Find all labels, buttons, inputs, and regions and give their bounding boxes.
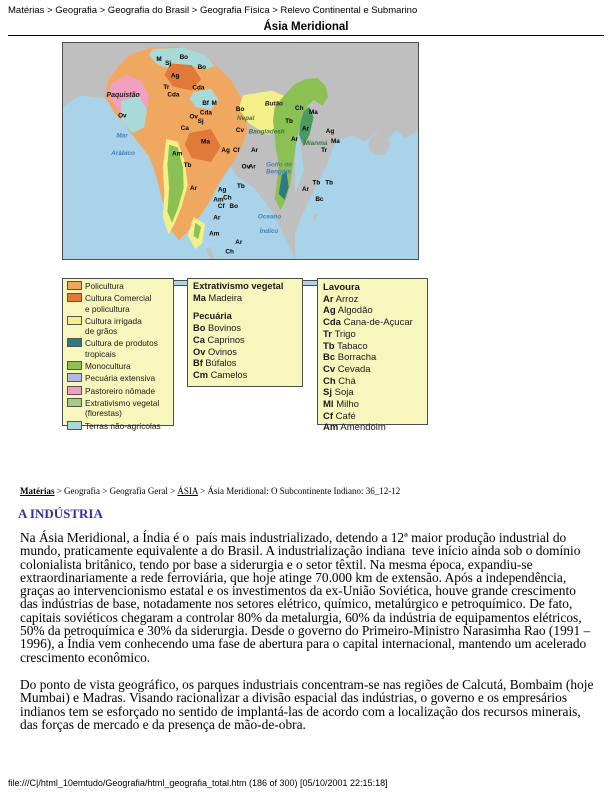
svg-text:Cv: Cv bbox=[236, 127, 245, 134]
svg-text:Bengala: Bengala bbox=[266, 169, 291, 176]
svg-text:Bo: Bo bbox=[180, 54, 189, 61]
svg-text:Paquistão: Paquistão bbox=[107, 92, 141, 99]
svg-text:Bc: Bc bbox=[315, 196, 324, 203]
svg-text:Arábico: Arábico bbox=[110, 150, 135, 157]
svg-text:Tb: Tb bbox=[237, 183, 245, 190]
svg-text:Ch: Ch bbox=[225, 249, 234, 256]
svg-text:Tb: Tb bbox=[285, 118, 293, 125]
svg-text:Ar: Ar bbox=[291, 136, 299, 143]
svg-text:Oceano: Oceano bbox=[258, 213, 281, 220]
svg-text:Ca: Ca bbox=[181, 125, 190, 132]
svg-text:Bo: Bo bbox=[229, 203, 238, 210]
svg-text:Cf: Cf bbox=[218, 203, 226, 210]
svg-text:Ag: Ag bbox=[218, 187, 227, 194]
svg-text:Tb: Tb bbox=[325, 180, 333, 187]
svg-text:Ov: Ov bbox=[118, 112, 127, 119]
svg-text:Ag: Ag bbox=[326, 128, 335, 135]
svg-text:Golfo de: Golfo de bbox=[266, 162, 292, 169]
svg-text:Am: Am bbox=[172, 151, 183, 158]
svg-text:Cf: Cf bbox=[233, 147, 241, 154]
svg-text:Tb: Tb bbox=[184, 162, 192, 169]
svg-text:Ar: Ar bbox=[249, 163, 257, 170]
svg-text:Ma: Ma bbox=[201, 138, 210, 145]
svg-text:Ma: Ma bbox=[331, 138, 340, 145]
svg-text:M: M bbox=[211, 100, 216, 107]
svg-text:Tb: Tb bbox=[312, 180, 320, 187]
svg-text:Cda: Cda bbox=[192, 85, 204, 92]
svg-text:Tr: Tr bbox=[163, 84, 170, 91]
svg-text:Sj: Sj bbox=[198, 118, 204, 125]
svg-text:Butão: Butão bbox=[265, 101, 283, 108]
svg-text:Ar: Ar bbox=[235, 239, 243, 246]
svg-text:M: M bbox=[156, 56, 161, 63]
svg-text:Sj: Sj bbox=[165, 60, 171, 67]
svg-text:Mar: Mar bbox=[116, 133, 128, 140]
svg-text:Am: Am bbox=[209, 231, 220, 238]
svg-text:Ag: Ag bbox=[221, 147, 230, 154]
svg-text:Ar: Ar bbox=[302, 186, 310, 193]
svg-text:Tr: Tr bbox=[321, 147, 328, 154]
svg-text:Bo: Bo bbox=[236, 106, 245, 113]
svg-text:Ar: Ar bbox=[213, 214, 221, 221]
svg-text:Bf: Bf bbox=[202, 100, 210, 107]
svg-text:Mianmá: Mianmá bbox=[304, 140, 328, 147]
svg-text:Ch: Ch bbox=[295, 105, 304, 112]
svg-text:Bangladesh: Bangladesh bbox=[249, 129, 285, 136]
svg-text:Ma: Ma bbox=[309, 109, 318, 116]
svg-text:Nepal: Nepal bbox=[237, 115, 255, 122]
svg-text:Ag: Ag bbox=[171, 72, 180, 79]
svg-text:Cda: Cda bbox=[200, 109, 212, 116]
svg-text:Ch: Ch bbox=[223, 195, 232, 202]
svg-text:Ar: Ar bbox=[251, 147, 259, 154]
svg-text:Bo: Bo bbox=[198, 64, 207, 71]
svg-text:Ov: Ov bbox=[189, 114, 198, 121]
svg-text:Ar: Ar bbox=[302, 126, 310, 133]
svg-text:Ar: Ar bbox=[190, 185, 198, 192]
svg-text:Cda: Cda bbox=[167, 91, 179, 98]
